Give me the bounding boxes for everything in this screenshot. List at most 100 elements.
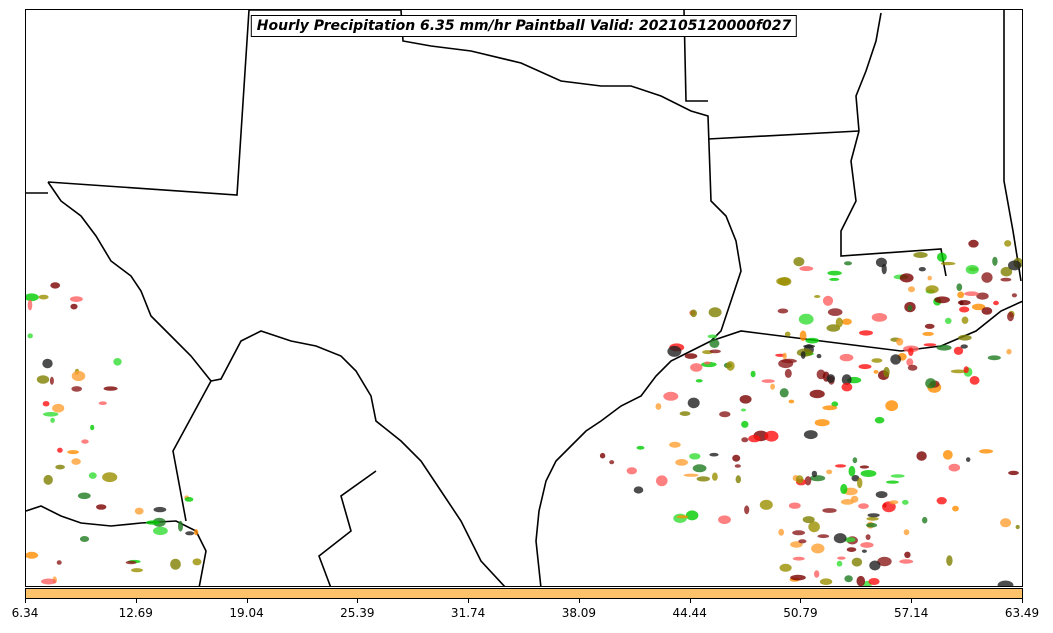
- precip-cell: [744, 505, 750, 515]
- precip-cell: [886, 480, 899, 484]
- precip-cell: [88, 472, 97, 479]
- colorbar-tick-label: 57.14: [894, 606, 929, 620]
- precip-cell: [871, 313, 888, 322]
- precip-cell: [750, 370, 756, 378]
- precip-cell: [841, 318, 852, 325]
- precip-cell: [1000, 518, 1012, 528]
- precip-cell: [979, 449, 994, 454]
- precip-cell: [835, 317, 843, 328]
- precip-cell: [696, 476, 710, 482]
- precip-cell: [748, 434, 761, 443]
- precip-cell: [822, 508, 837, 513]
- precip-cell: [782, 352, 787, 360]
- precip-cell: [811, 470, 818, 478]
- precip-cell: [690, 363, 703, 372]
- precip-cell: [626, 467, 637, 475]
- colorbar-tick: [25, 599, 26, 603]
- precip-cell: [923, 343, 937, 347]
- precip-cell: [969, 376, 980, 385]
- precip-cell: [945, 317, 952, 324]
- precip-cell: [826, 324, 841, 332]
- precip-cell: [851, 557, 863, 567]
- precip-cell: [859, 465, 870, 469]
- precip-cell: [942, 450, 953, 460]
- precip-cell: [42, 401, 50, 407]
- precip-cell: [43, 474, 53, 485]
- precip-cell: [961, 316, 969, 324]
- precip-cell: [708, 307, 722, 318]
- precip-cell: [936, 497, 947, 505]
- precip-cell: [798, 539, 807, 544]
- precip-cell: [779, 563, 792, 572]
- colorbar: [25, 588, 1023, 599]
- precip-cell: [964, 291, 979, 297]
- precip-cell: [858, 503, 869, 509]
- precip-cell: [814, 419, 830, 427]
- precip-cell: [1008, 260, 1022, 271]
- precip-cell: [811, 543, 825, 554]
- precip-cell: [683, 473, 699, 477]
- colorbar-tick-label: 6.34: [11, 606, 39, 620]
- precip-cell: [96, 504, 107, 510]
- precip-cell: [927, 275, 932, 281]
- precip-cell: [834, 464, 847, 468]
- precip-cell: [103, 386, 118, 391]
- precip-cell: [739, 395, 752, 404]
- precip-cell: [690, 309, 697, 318]
- precip-cell: [805, 337, 820, 344]
- precip-cell: [871, 358, 883, 363]
- precip-cell: [131, 568, 143, 573]
- precip-cell: [992, 256, 998, 266]
- precipitation-cells: [26, 239, 1022, 586]
- precip-cell: [844, 537, 856, 543]
- precip-cell: [52, 403, 65, 413]
- precip-cell: [778, 359, 794, 369]
- precip-cell: [907, 305, 913, 312]
- precip-cell: [1006, 348, 1012, 355]
- precip-cell: [707, 334, 718, 339]
- precip-cell: [27, 333, 33, 339]
- precip-cell: [918, 267, 926, 272]
- precip-cell: [636, 445, 645, 450]
- precip-cell: [840, 483, 848, 495]
- precip-cell: [844, 261, 852, 266]
- precip-cell: [906, 358, 914, 367]
- precip-cell: [735, 475, 741, 484]
- precip-cell: [26, 293, 39, 302]
- precip-cell: [692, 464, 707, 473]
- precip-cell: [790, 574, 806, 581]
- precip-cell: [633, 486, 644, 494]
- precip-cell: [70, 296, 83, 302]
- precip-cell: [776, 277, 791, 286]
- precip-cell: [125, 560, 137, 565]
- precip-cell: [38, 294, 49, 300]
- texas-west-border: [47, 181, 506, 586]
- precip-cell: [866, 516, 879, 521]
- louisiana-border: [840, 130, 947, 277]
- precip-cell: [184, 497, 194, 502]
- precip-cell: [800, 351, 806, 359]
- precip-cell: [857, 477, 863, 489]
- precip-cell: [709, 339, 720, 348]
- precip-cell: [953, 346, 964, 355]
- precip-cell: [795, 475, 804, 484]
- precip-cell: [793, 257, 805, 267]
- precip-cell: [740, 408, 747, 412]
- precip-cell: [816, 353, 822, 359]
- colorbar-tick: [246, 599, 248, 603]
- precip-cell: [963, 366, 969, 374]
- precip-cell: [599, 452, 606, 459]
- precip-cell: [792, 530, 805, 536]
- precip-cell: [976, 292, 989, 300]
- precip-cell: [67, 450, 79, 455]
- precip-cell: [113, 358, 122, 366]
- precip-cell: [1011, 293, 1018, 298]
- precip-cell: [784, 331, 791, 337]
- precip-cell: [814, 295, 821, 298]
- precip-cell: [936, 344, 952, 351]
- precip-cell: [804, 476, 812, 486]
- precip-cell: [908, 286, 915, 293]
- mexico-border-left: [26, 505, 207, 586]
- gulf-coast: [710, 300, 1022, 352]
- precip-cell: [822, 405, 838, 411]
